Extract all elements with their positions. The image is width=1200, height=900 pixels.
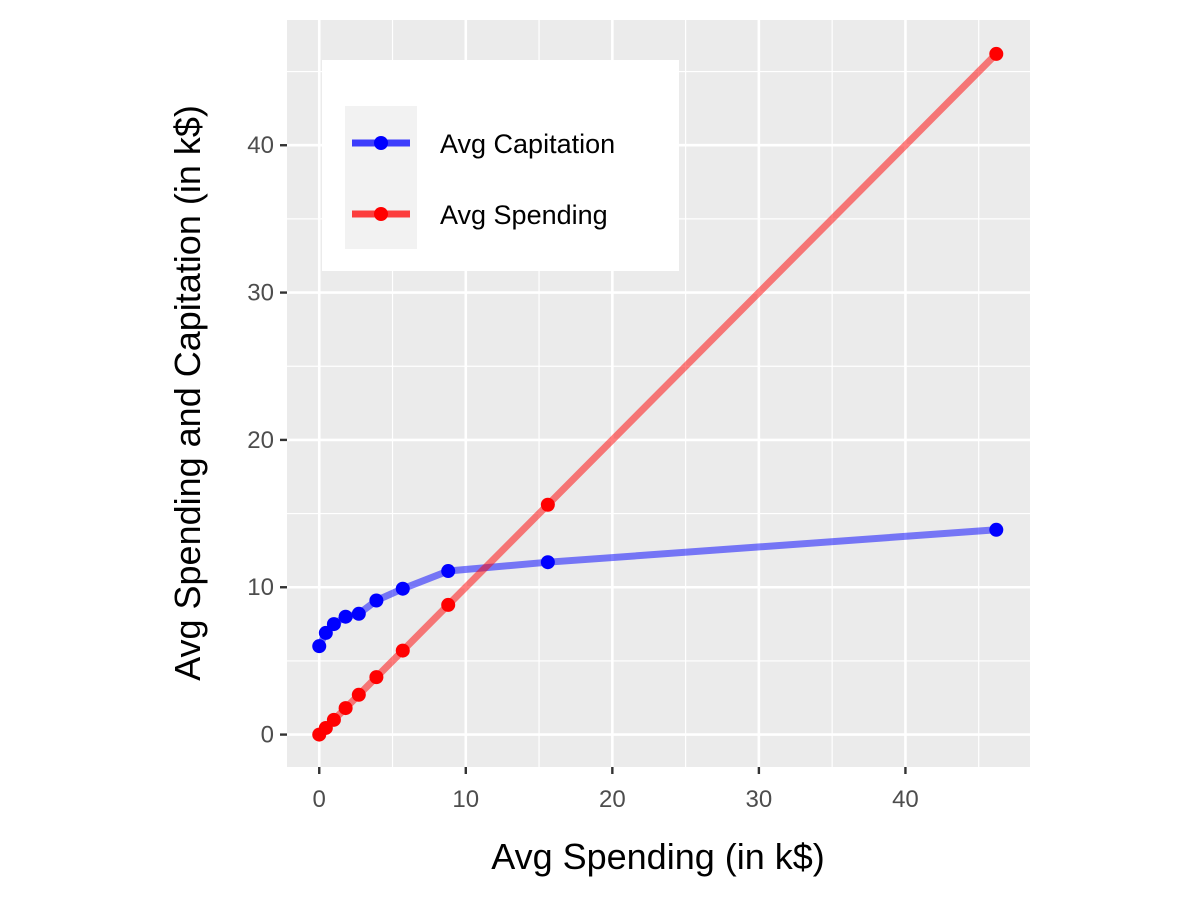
- x-tick-label: 0: [313, 786, 326, 813]
- y-tick-label: 20: [247, 427, 274, 454]
- data-point-avg-spending: [989, 46, 1004, 61]
- legend-label-capitation: Avg Capitation: [440, 129, 615, 159]
- data-point-avg-spending: [351, 687, 366, 702]
- data-point-avg-capitation: [351, 606, 366, 621]
- data-point-avg-spending: [369, 670, 384, 685]
- x-axis-title: Avg Spending (in k$): [491, 836, 825, 877]
- data-point-avg-capitation: [369, 593, 384, 608]
- data-point-avg-capitation: [326, 617, 341, 632]
- series-points: [312, 46, 1004, 742]
- y-tick-label: 30: [247, 280, 274, 307]
- data-point-avg-spending: [441, 597, 456, 612]
- y-tick-label: 10: [247, 574, 274, 601]
- legend-key-spending-point: [374, 207, 388, 221]
- y-tick-label: 40: [247, 132, 274, 159]
- x-tick-label: 20: [599, 786, 626, 813]
- data-point-avg-capitation: [318, 625, 333, 640]
- y-tick-label: 0: [261, 722, 274, 749]
- data-point-avg-capitation: [312, 639, 327, 654]
- data-point-avg-spending: [338, 701, 353, 716]
- x-tick-label: 30: [746, 786, 773, 813]
- x-tick-label: 10: [452, 786, 479, 813]
- y-axis-title: Avg Spending and Capitation (in k$): [167, 105, 208, 681]
- legend-key-background: [345, 106, 417, 249]
- data-point-avg-capitation: [441, 564, 456, 579]
- data-point-avg-spending: [326, 712, 341, 727]
- data-point-avg-capitation: [989, 522, 1004, 537]
- y-axis: 0 10 20 30 40: [247, 132, 287, 749]
- data-point-avg-capitation: [338, 609, 353, 624]
- data-point-avg-capitation: [540, 555, 555, 570]
- legend: Avg Capitation Avg Spending: [322, 60, 679, 271]
- legend-key-capitation-point: [374, 136, 388, 150]
- data-point-avg-capitation: [395, 581, 410, 596]
- x-axis: 0 10 20 30 40: [313, 767, 919, 813]
- x-tick-label: 40: [892, 786, 919, 813]
- legend-label-spending: Avg Spending: [440, 200, 608, 230]
- data-point-avg-spending: [395, 643, 410, 658]
- data-point-avg-spending: [540, 497, 555, 512]
